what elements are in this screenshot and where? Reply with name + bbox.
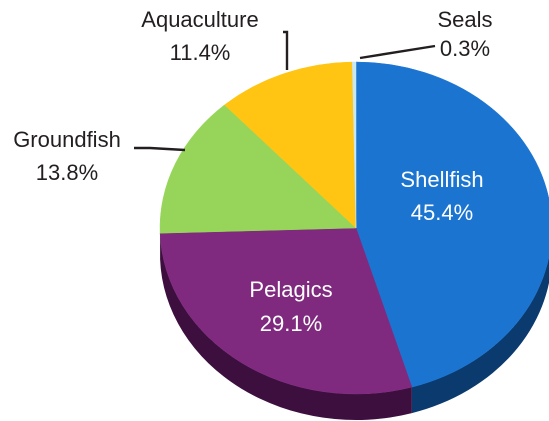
slice-label-pelagics-name: Pelagics <box>249 277 332 302</box>
slice-pelagics <box>159 227 413 395</box>
slice-shellfish <box>355 61 549 388</box>
slice-label-pelagics-value: 29.1% <box>260 311 322 336</box>
slice-label-shellfish-value: 45.4% <box>411 200 473 225</box>
slice-side-pelagics <box>160 233 412 421</box>
slice-label-shellfish-name: Shellfish <box>400 167 483 192</box>
pie-slices <box>159 61 549 395</box>
slice-label-seals-value: 0.3% <box>440 36 490 61</box>
leader-line-aquaculture <box>283 30 289 70</box>
slice-groundfish <box>159 104 357 234</box>
leader-line-seals <box>359 44 436 60</box>
slice-seals <box>352 61 357 229</box>
slice-aquaculture <box>224 61 357 229</box>
slice-label-aquaculture-value: 11.4% <box>170 40 231 65</box>
slice-label-seals-name: Seals <box>437 7 492 32</box>
leader-line-groundfish <box>134 146 186 152</box>
slice-label-groundfish-value: 13.8% <box>36 160 98 185</box>
slice-label-groundfish-name: Groundfish <box>13 127 121 152</box>
slice-label-aquaculture-name: Aquaculture <box>141 7 258 32</box>
leader-lines <box>134 30 436 152</box>
slice-side-shellfish <box>411 256 549 414</box>
